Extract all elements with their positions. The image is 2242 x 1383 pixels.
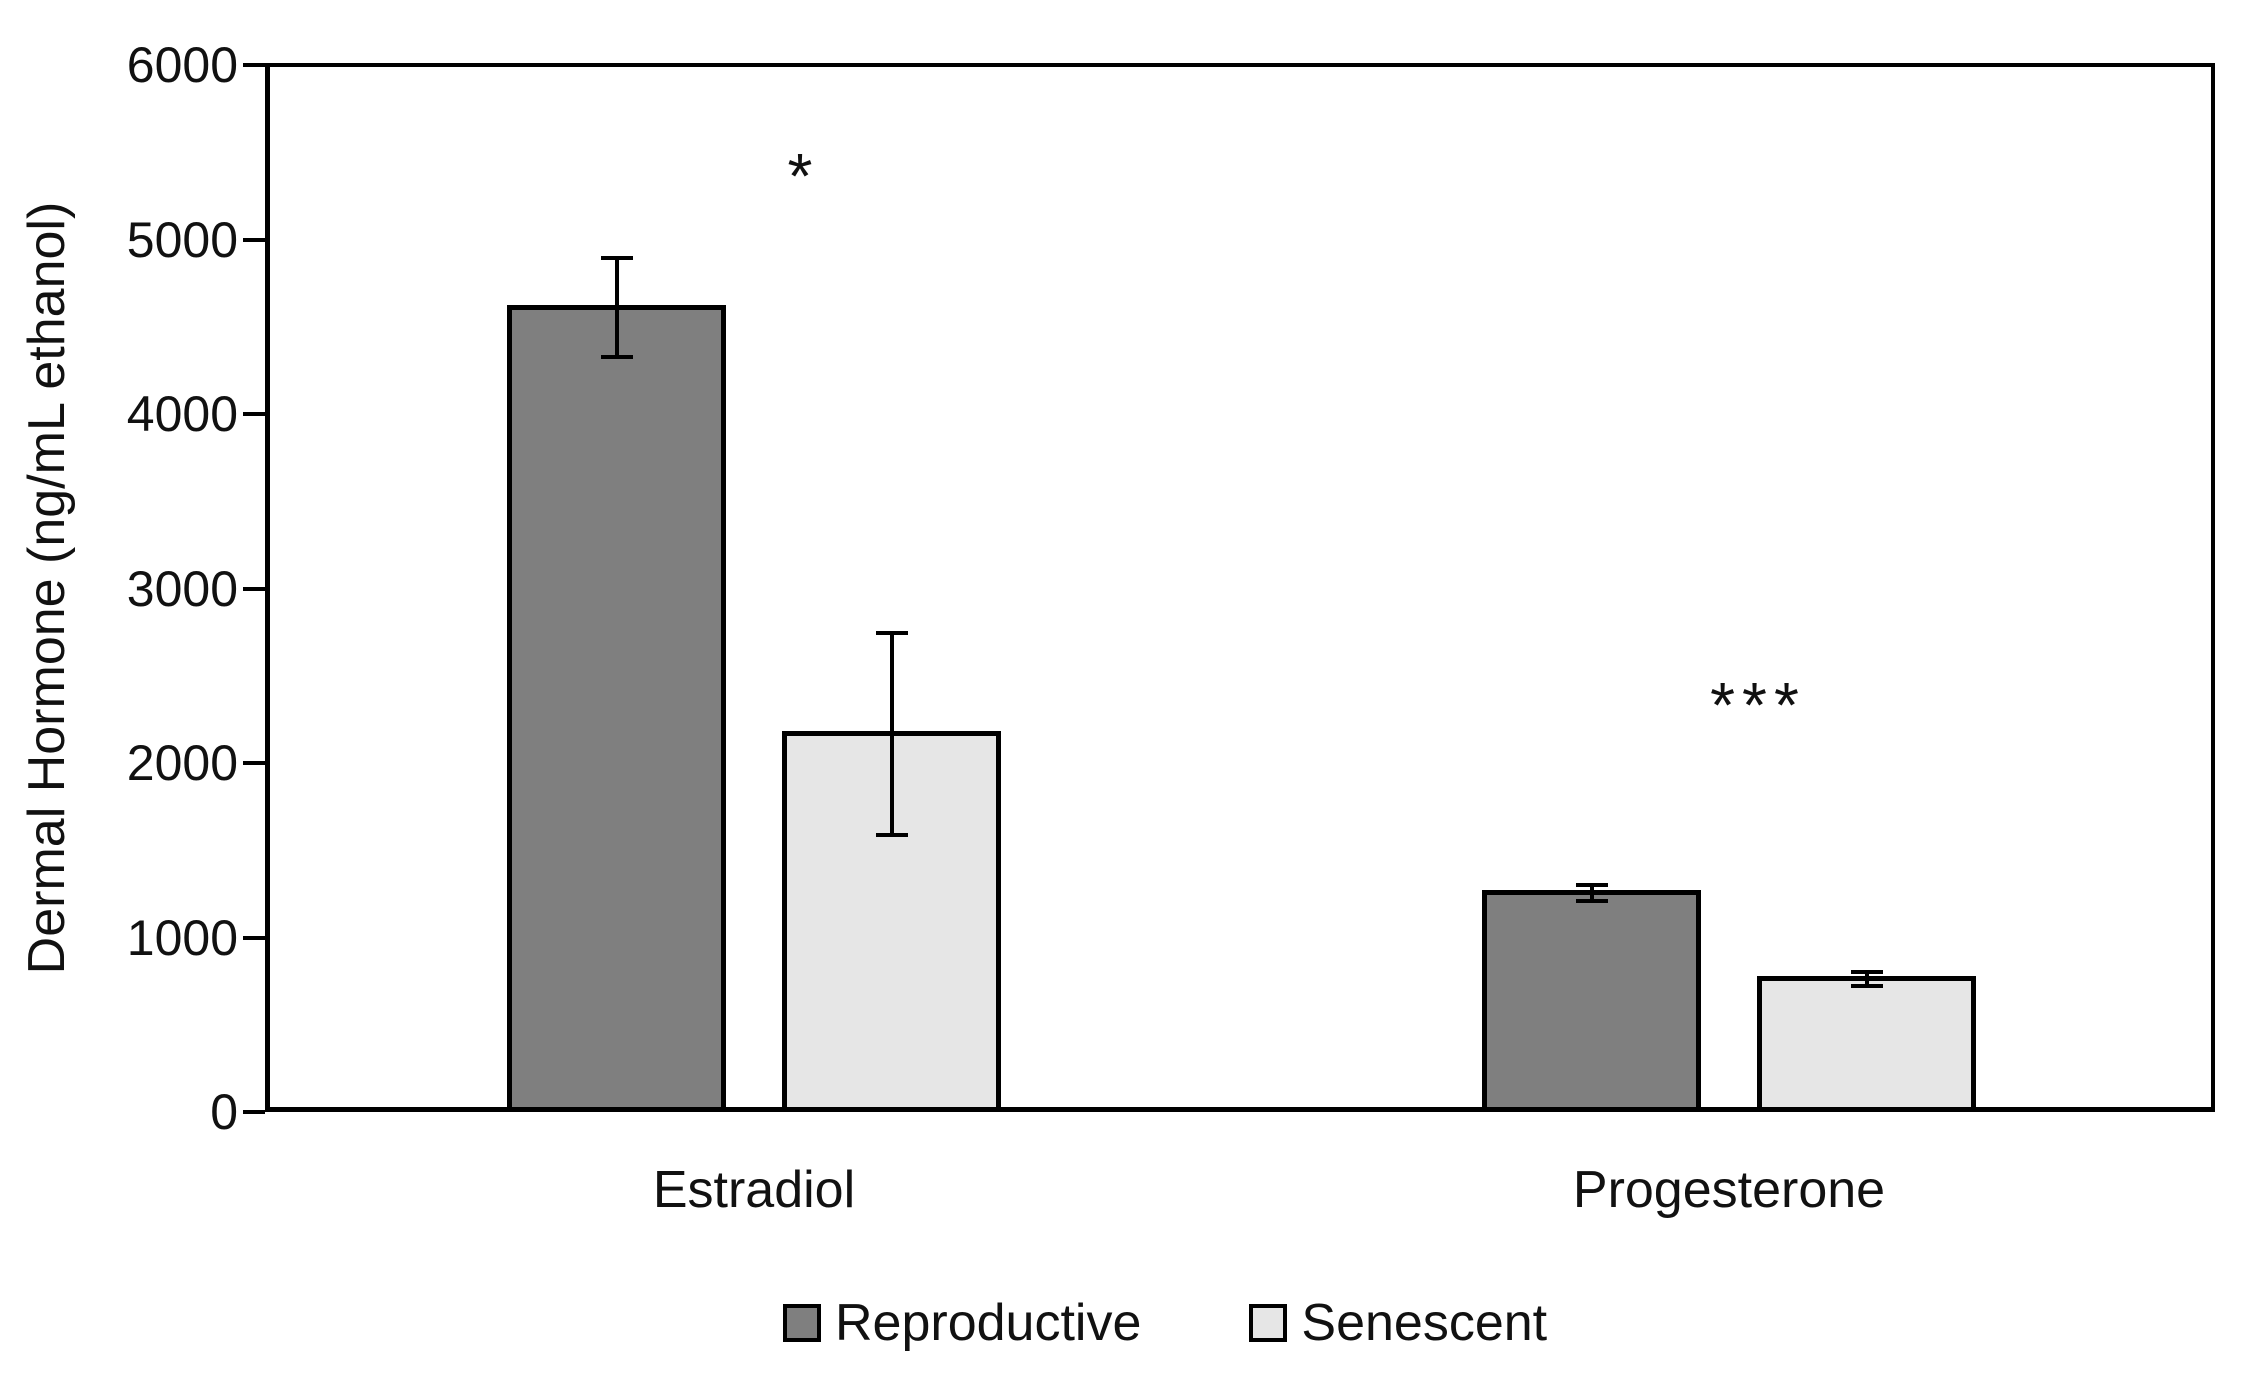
error-bar-cap (875, 833, 908, 838)
y-axis-tick-label: 3000 (126, 560, 238, 617)
error-bar-cap (600, 355, 633, 360)
y-axis-tick (243, 63, 265, 67)
legend-swatch-senescent (1249, 1304, 1288, 1342)
legend-item-reproductive: Reproductive (783, 1293, 1141, 1353)
bar-estradiol-reproductive (507, 305, 726, 1112)
error-bar-cap (600, 255, 633, 260)
error-bar-cap (1575, 883, 1608, 888)
error-bar-cap (875, 630, 908, 635)
significance-marker: *** (1710, 669, 1806, 741)
plot-border-right (2211, 63, 2215, 1112)
x-axis-label-progesterone: Progesterone (1572, 1161, 1886, 1219)
y-axis-tick-label: 4000 (126, 386, 238, 442)
error-bar (1864, 972, 1869, 987)
x-axis-line (265, 1107, 2215, 1112)
y-axis-tick (243, 761, 265, 765)
plot-area (243, 63, 2215, 1114)
error-bar-cap (1850, 984, 1883, 989)
legend-swatch-reproductive (783, 1304, 821, 1342)
plot-border-top (265, 63, 2215, 67)
legend: Reproductive Senescent (783, 1292, 1547, 1354)
y-axis-tick (243, 1110, 265, 1114)
legend-label: Reproductive (835, 1294, 1142, 1352)
error-bar (1589, 885, 1594, 902)
y-axis-line (265, 63, 270, 1112)
y-axis-tick (243, 586, 265, 591)
x-axis-label-estradiol: Estradiol (652, 1161, 856, 1219)
y-axis-tick-label: 6000 (126, 37, 238, 93)
error-bar (614, 257, 619, 357)
error-bar-cap (1575, 898, 1608, 903)
bar-progesterone-reproductive (1482, 890, 1701, 1112)
error-bar-cap (1850, 970, 1883, 975)
significance-marker: * (787, 140, 813, 212)
y-axis-tick-label: 2000 (126, 735, 238, 791)
y-axis-tick-label: 0 (210, 1084, 238, 1140)
error-bar (889, 632, 894, 835)
y-axis-tick (243, 412, 265, 416)
y-axis-tick (243, 237, 265, 242)
legend-item-senescent: Senescent (1249, 1293, 1547, 1353)
bar-progesterone-senescent (1757, 976, 1976, 1112)
y-axis-tick (243, 935, 265, 940)
legend-label: Senescent (1301, 1294, 1548, 1352)
y-axis-tick-label: 5000 (126, 211, 238, 268)
y-axis-tick-label: 1000 (126, 909, 238, 966)
